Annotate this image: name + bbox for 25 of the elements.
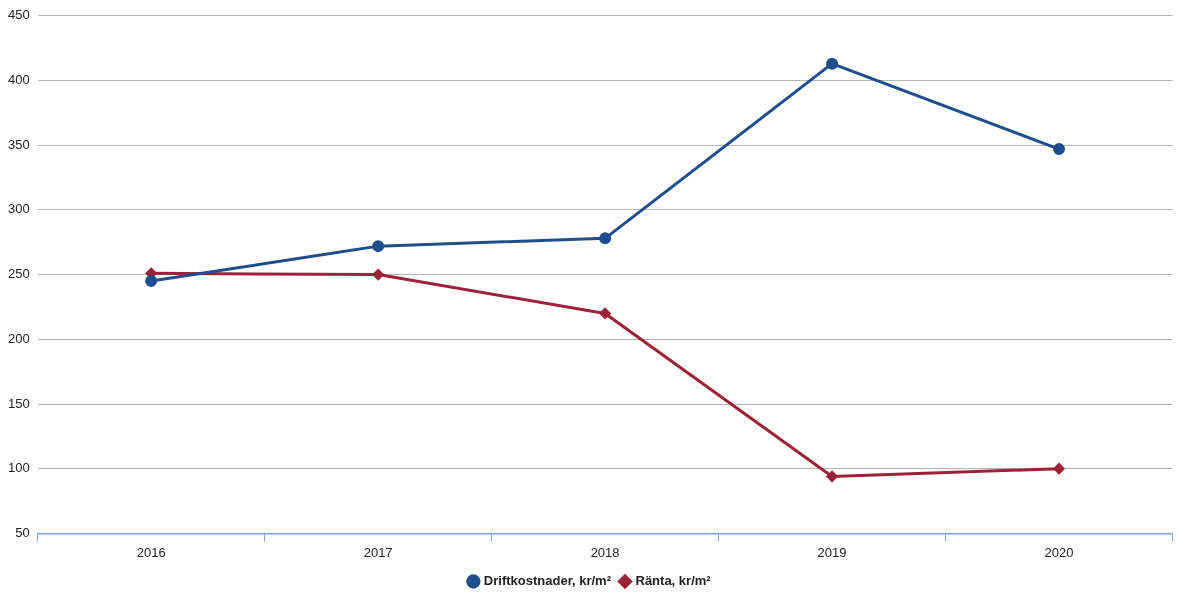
y-tick-label: 200 bbox=[7, 330, 30, 346]
point bbox=[1053, 463, 1065, 475]
legend-label: Driftkostnader, kr/m² bbox=[483, 573, 612, 589]
point bbox=[372, 269, 384, 281]
y-tick-label: 100 bbox=[7, 460, 30, 476]
point bbox=[599, 307, 611, 319]
x-tick-label: 2016 bbox=[136, 544, 166, 560]
point bbox=[1053, 143, 1066, 156]
x-tick-label: 2019 bbox=[817, 544, 847, 560]
point bbox=[826, 57, 839, 70]
point bbox=[372, 240, 385, 253]
point bbox=[599, 232, 612, 245]
point bbox=[826, 470, 838, 482]
x-tick-label: 2020 bbox=[1044, 544, 1074, 560]
y-tick-label: 400 bbox=[7, 72, 30, 88]
legend-label: Ränta, kr/m² bbox=[635, 573, 712, 589]
y-tick-label: 350 bbox=[7, 136, 30, 152]
y-tick-label: 300 bbox=[7, 201, 30, 217]
y-tick-label: 450 bbox=[7, 7, 30, 23]
x-tick-label: 2018 bbox=[590, 544, 620, 560]
y-tick-label: 250 bbox=[7, 266, 30, 282]
y-tick-label: 50 bbox=[15, 524, 30, 540]
x-tick-label: 2017 bbox=[363, 544, 393, 560]
point bbox=[145, 275, 158, 288]
y-tick-label: 150 bbox=[7, 395, 30, 411]
